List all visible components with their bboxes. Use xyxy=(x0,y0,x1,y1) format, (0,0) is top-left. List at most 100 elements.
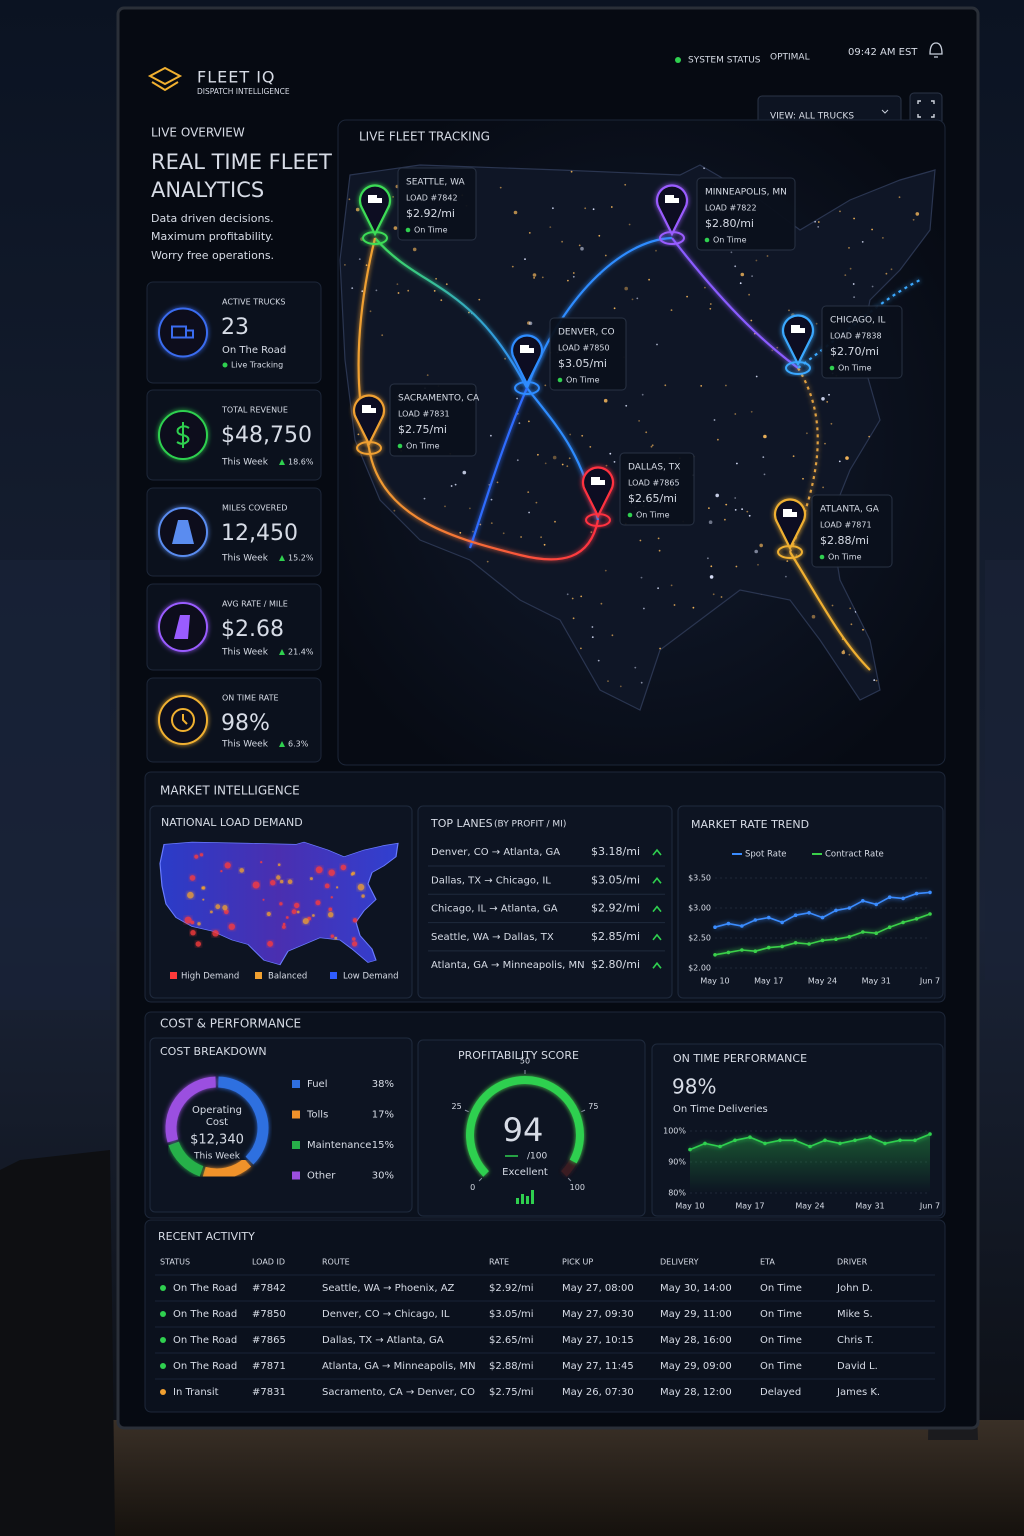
city-light xyxy=(397,292,400,294)
city-light xyxy=(873,679,876,681)
city-light xyxy=(569,433,572,436)
city-light xyxy=(755,259,758,262)
point xyxy=(688,1147,692,1152)
hotspot xyxy=(212,930,219,937)
x-tick-label: May 31 xyxy=(862,977,891,986)
point xyxy=(838,1141,842,1146)
hotspot xyxy=(287,879,293,884)
legend-label: Tolls xyxy=(306,1110,328,1121)
city-light xyxy=(613,307,616,310)
hotspot xyxy=(187,891,194,899)
point xyxy=(763,1141,767,1146)
donut-segment xyxy=(202,1158,252,1180)
hotspot xyxy=(184,916,192,924)
city-light xyxy=(640,576,643,579)
card-title: MARKET RATE TREND xyxy=(691,818,809,831)
pin-status-dot xyxy=(397,443,403,449)
city-light xyxy=(541,276,544,279)
city-light xyxy=(815,322,818,325)
point xyxy=(740,948,744,952)
chair xyxy=(0,1150,115,1536)
card-title: ON TIME PERFORMANCE xyxy=(673,1052,807,1065)
city-light xyxy=(802,477,804,480)
pin-truck xyxy=(665,195,674,203)
city-light xyxy=(811,614,816,619)
point xyxy=(718,1144,722,1149)
table-cell: #7871 xyxy=(252,1361,286,1372)
city-light xyxy=(831,604,834,607)
card-title: COST BREAKDOWN xyxy=(160,1045,267,1058)
city-light xyxy=(755,375,758,378)
lane-route: Atlanta, GA → Minneapolis, MN xyxy=(431,960,585,971)
kpi-icon xyxy=(182,714,188,725)
city-light xyxy=(849,267,852,270)
city-window-right xyxy=(985,560,1024,980)
ontime-sub: On Time Deliveries xyxy=(673,1104,768,1115)
city-light xyxy=(657,587,659,590)
lane-rate: $2.85/mi xyxy=(591,930,640,943)
point xyxy=(874,902,879,907)
table-cell: Seattle, WA → Phoenix, AZ xyxy=(322,1283,455,1294)
point xyxy=(868,1135,872,1139)
hotspot xyxy=(351,871,356,875)
lane-up xyxy=(652,877,662,884)
city-light xyxy=(624,286,628,291)
city-light xyxy=(875,679,878,682)
gauge-value: 94 xyxy=(503,1111,544,1149)
city-light xyxy=(848,653,851,656)
point xyxy=(780,920,784,925)
table-cell: Mike S. xyxy=(837,1309,873,1320)
city-light xyxy=(513,210,518,215)
pin-truck xyxy=(591,477,600,485)
city-light xyxy=(580,595,583,598)
y-tick-label: $2.00 xyxy=(688,964,711,973)
hotspot xyxy=(302,918,309,925)
pin-rate: $2.88/mi xyxy=(820,534,869,547)
city-light xyxy=(915,212,920,216)
city-light xyxy=(533,277,535,279)
view-selector-label[interactable]: VIEW: ALL TRUCKS xyxy=(770,112,854,122)
kpi-icon xyxy=(171,708,195,732)
city-light xyxy=(516,459,519,462)
point xyxy=(887,925,892,929)
hotspot xyxy=(291,909,297,915)
city-light xyxy=(445,283,448,286)
point xyxy=(793,1138,797,1143)
city-light xyxy=(544,384,547,387)
city-light xyxy=(590,531,593,534)
hotspot xyxy=(280,879,284,884)
city-light xyxy=(355,207,360,212)
logo-shape xyxy=(151,81,179,92)
city-light xyxy=(393,226,398,230)
city-light xyxy=(814,220,816,223)
pin-truck xyxy=(674,198,679,203)
hotspot xyxy=(220,870,223,873)
kpi-label: MILES COVERED xyxy=(222,504,287,513)
lane-route: Chicago, IL → Atlanta, GA xyxy=(431,904,558,915)
city-light xyxy=(549,226,552,229)
city-light xyxy=(490,498,493,501)
point xyxy=(726,921,731,926)
table-cell: On Time xyxy=(760,1309,802,1320)
pin-truck xyxy=(792,512,797,517)
city-window-left xyxy=(0,560,110,1010)
hotspot xyxy=(282,922,286,926)
city-light xyxy=(704,286,706,289)
hotspot xyxy=(194,854,199,859)
city-light xyxy=(771,349,774,352)
kpi-value: 23 xyxy=(221,315,249,340)
city-light xyxy=(739,282,742,285)
pin-truck xyxy=(800,328,805,333)
activity-panel xyxy=(144,1219,946,1413)
bell-icon[interactable] xyxy=(929,42,943,58)
city-light xyxy=(670,584,673,587)
city-light xyxy=(369,310,372,313)
city-light xyxy=(709,307,712,310)
kpi-label: TOTAL REVENUE xyxy=(221,406,288,415)
lane-route: Dallas, TX → Chicago, IL xyxy=(431,875,551,886)
table-cell: May 28, 16:00 xyxy=(660,1335,732,1346)
city-light xyxy=(528,232,531,234)
pin xyxy=(655,184,689,237)
city-light xyxy=(724,518,726,521)
hotspot xyxy=(267,940,273,947)
